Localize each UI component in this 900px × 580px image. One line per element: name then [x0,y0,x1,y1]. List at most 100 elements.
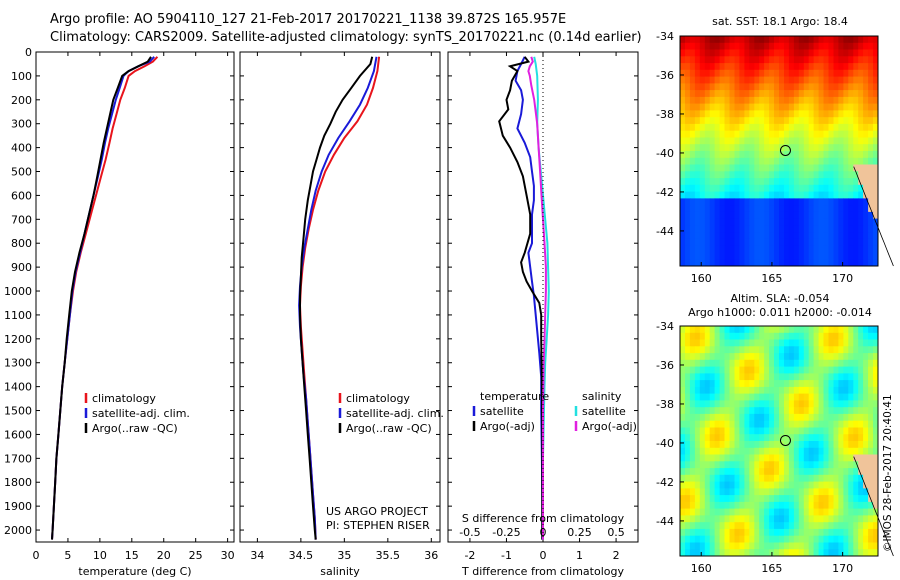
sst-map-cell [749,232,755,240]
sla-map-cell [719,386,726,395]
sst-map-cell [784,56,790,64]
sst-map-cell [714,198,721,206]
sla-map-cell [754,508,760,516]
sla-map-cell [774,501,780,510]
sst-map-cell [858,198,864,206]
sst-map-cell [749,178,755,186]
sla-map-cell [749,346,755,354]
sla-map-cell [803,501,810,510]
sla-map-cell [788,366,795,374]
sst-map-cell [680,151,686,159]
sst-map-cell [754,36,760,44]
sla-map-cell [784,488,790,496]
sst-map-cell [848,171,854,179]
sla-map-cell [769,542,775,550]
sla-map-ylabel: -36 [656,359,674,372]
sst-map-cell [784,144,790,152]
sla-map-cell [808,427,815,435]
sst-map-cell [704,83,711,91]
sla-map-cell [848,427,854,435]
sst-map-cell [744,218,750,226]
sla-map-cell [704,380,711,388]
sst-map-cell [793,205,800,213]
sst-map-cell [823,69,829,78]
sla-map-cell [685,359,691,368]
sla-map-cell [858,549,864,557]
sst-map-cell [838,90,844,98]
sla-map-cell [833,495,839,503]
sla-map-cell [838,501,844,510]
sla-map-cell [699,508,706,516]
sst-map-cell [833,218,839,226]
sla-map-cell [709,380,716,388]
sla-map-cell [734,326,740,334]
salinity-xtick-label: 35 [337,549,351,562]
sst-map-cell [709,90,716,98]
sla-map-cell [739,461,745,469]
sst-map-cell [704,245,711,253]
sla-map-cell [724,488,730,496]
sst-map-cell [793,184,800,193]
sst-map-cell [779,238,785,247]
sla-map-cell [764,542,770,550]
sst-map-cell [779,184,785,193]
sst-map-cell [714,171,721,179]
sla-map-cell [843,508,849,516]
sla-map-cell [868,549,874,557]
sla-map-cell [793,447,800,456]
sla-map-cell [704,353,711,361]
sst-map-cell [823,238,829,247]
sla-map-cell [863,447,869,456]
sst-map-cell [803,191,810,199]
sst-map-cell [793,157,800,166]
sla-map-cell [838,366,844,374]
sst-map-cell [734,218,740,226]
sst-map-cell [719,157,726,166]
sla-map-cell [774,420,780,428]
sst-map-cell [704,56,711,64]
sst-map-cell [749,63,755,71]
sla-map-cell [803,380,810,388]
sla-map-cell [714,427,721,435]
sst-map-cell [729,144,735,152]
sst-map-cell [774,42,780,51]
sla-map-cell [823,434,829,442]
sla-map-cell [749,400,755,408]
sla-map-cell [818,413,825,422]
sla-map-cell [680,339,686,347]
sst-map-cell [689,69,696,78]
sst-map-cell [803,137,810,145]
sla-map-cell [838,380,844,388]
sst-map-cell [729,184,735,193]
sst-map-cell [709,259,716,267]
sst-map-cell [808,69,815,78]
sst-map-cell [803,130,810,138]
sla-map-cell [704,447,711,456]
temperature-series-line [51,56,152,540]
sla-map-cell [813,359,820,368]
sla-map-cell [868,420,874,428]
sst-map-cell [754,69,760,78]
sst-map-cell [838,198,844,206]
sst-map-cell [784,218,790,226]
sst-map-cell [774,151,780,159]
sst-map-cell [858,211,864,220]
sst-map-cell [689,178,696,186]
depth-tick-label: 2000 [4,524,32,537]
sst-map-cell [729,76,735,84]
sst-map-cell [823,117,829,125]
sst-map-cell [734,130,740,138]
sla-map-cell [739,528,745,537]
sst-map-cell [685,259,691,267]
sla-map-cell [803,366,810,374]
sst-map-cell [823,157,829,166]
sla-map-cell [729,380,735,388]
sst-map-cell [714,123,721,132]
sst-map-cell [719,130,726,138]
sst-map-cell [848,117,854,125]
sla-map-cell [779,427,785,435]
sst-map-cell [754,144,760,152]
sla-map-cell [714,542,721,550]
sla-map-cell [848,447,854,456]
sst-map-cell [759,157,765,166]
